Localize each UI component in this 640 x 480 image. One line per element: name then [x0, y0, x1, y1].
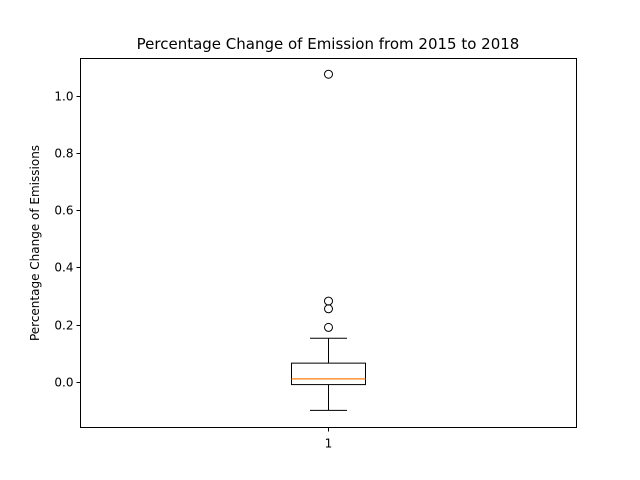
y-tick-label: 0.4 [54, 261, 73, 275]
y-tick-label: 0.0 [54, 376, 73, 390]
outlier-point [324, 304, 333, 314]
outlier-point [324, 69, 333, 79]
chart-title: Percentage Change of Emission from 2015 … [137, 35, 520, 53]
y-tick-label: 0.8 [54, 147, 73, 161]
x-tick-label: 1 [325, 437, 333, 451]
y-tick-label: 0.6 [54, 204, 73, 218]
y-tick-label: 1.0 [54, 90, 73, 104]
iqr-box [291, 362, 366, 386]
y-axis-label: Percentage Change of Emissions [28, 145, 42, 341]
outlier-point [324, 296, 333, 306]
box-series [291, 69, 366, 411]
y-tick-label: 0.2 [54, 319, 73, 333]
x-axis: 1 [325, 427, 333, 451]
outlier-point [324, 322, 333, 332]
plot-frame [80, 58, 577, 428]
y-axis: 0.0 0.2 0.4 0.6 0.8 1.0 [54, 90, 81, 390]
